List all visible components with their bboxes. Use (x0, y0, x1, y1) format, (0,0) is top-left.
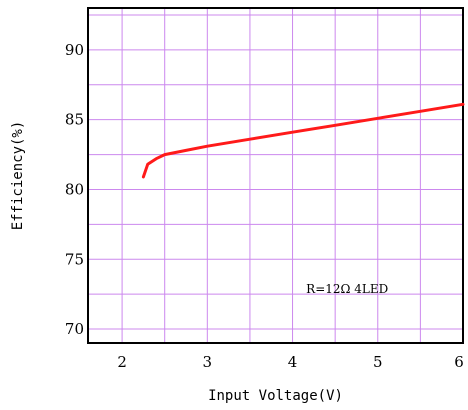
y-tick-label: 85 (65, 111, 84, 129)
y-tick-labels: 70 75 80 85 90 (65, 41, 84, 338)
x-tick-label: 6 (454, 353, 464, 371)
x-tick-label: 3 (203, 353, 213, 371)
x-tick-label: 2 (117, 353, 127, 371)
x-tick-label: 4 (288, 353, 298, 371)
plot-frame (87, 7, 464, 344)
y-tick-label: 70 (65, 320, 84, 338)
annotation-label: R=12Ω 4LED (306, 282, 388, 296)
grid-lines (88, 8, 463, 343)
x-tick-label: 5 (373, 353, 383, 371)
y-axis-title: Efficiency(%) (10, 121, 26, 231)
x-tick-labels: 2 3 4 5 6 (117, 353, 463, 371)
x-axis-title: Input Voltage(V) (208, 388, 343, 404)
y-tick-label: 90 (65, 41, 84, 59)
y-tick-label: 80 (65, 180, 84, 198)
efficiency-curve (141, 102, 465, 179)
y-tick-label: 75 (65, 250, 84, 268)
